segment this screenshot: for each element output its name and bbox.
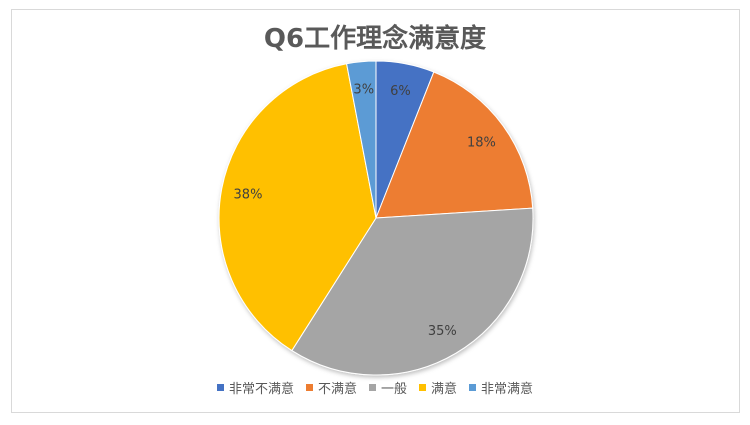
data-label-4: 38%: [234, 188, 263, 203]
data-label-5: 3%: [353, 82, 374, 97]
legend-swatch: [216, 384, 224, 391]
legend: 非常不满意 不满意 一般 满意 非常满意: [0, 378, 750, 397]
pie-slice-2: [375, 71, 534, 219]
legend-label: 满意: [431, 382, 458, 397]
data-label-1: 6%: [390, 84, 411, 99]
chart-title: Q6工作理念满意度: [263, 24, 487, 54]
legend-label: 非常不满意: [228, 382, 294, 397]
legend-item-3: 一般: [368, 378, 407, 397]
data-label-3: 35%: [428, 324, 457, 339]
legend-swatch: [305, 384, 313, 391]
legend-item-1: 非常不满意: [216, 378, 294, 397]
legend-swatch: [419, 384, 426, 391]
pie-slice-5: [345, 60, 377, 219]
legend-label: 非常满意: [481, 382, 534, 397]
pie-slice-3: [291, 207, 534, 376]
legend-item-2: 不满意: [305, 378, 357, 397]
pie-slice-4: [218, 63, 377, 352]
legend-label: 不满意: [317, 382, 357, 397]
data-label-2: 18%: [467, 135, 496, 150]
legend-item-4: 满意: [419, 378, 457, 397]
legend-item-5: 非常满意: [469, 378, 533, 397]
legend-label: 一般: [380, 382, 407, 397]
legend-swatch: [368, 384, 376, 391]
legend-swatch: [469, 384, 477, 391]
